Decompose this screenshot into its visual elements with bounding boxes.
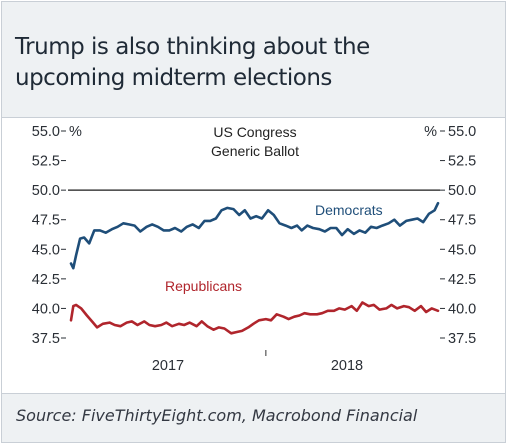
y-tick-label-left: 55.0 <box>32 124 60 140</box>
chart-svg: 55.0 55.0 52.5 52.5 50.0 50.0 47.5 47.5 45.0 45.0… <box>32 124 476 374</box>
source-note: Source: FiveThirtyEight.com, Macrobond F… <box>16 406 418 425</box>
y-tick-label-right: 52.5 <box>448 154 476 170</box>
y-tick-label-left: 52.5 <box>32 154 60 170</box>
chart-annotation-line: US Congress <box>213 124 296 140</box>
x-tick-label: 2018 <box>331 358 363 374</box>
y-tick-label-right: 40.0 <box>448 301 476 317</box>
right-unit-label: % <box>424 124 437 140</box>
y-tick-label-left: 42.5 <box>32 272 60 288</box>
y-tick-label-right: 50.0 <box>448 183 476 199</box>
y-tick-label-left: 40.0 <box>32 301 60 317</box>
series-label-democrats: Democrats <box>315 202 383 218</box>
y-tick-label-left: 50.0 <box>32 183 60 199</box>
y-tick-label-left: 45.0 <box>32 242 60 258</box>
y-tick-label-right: 42.5 <box>448 272 476 288</box>
y-tick-label-right: 45.0 <box>448 242 476 258</box>
y-tick-label-left: 37.5 <box>32 331 60 347</box>
x-tick-label: 2017 <box>152 358 184 374</box>
chart-labels: 55.0 55.0 52.5 52.5 50.0 50.0 47.5 47.5 45.0 45.0… <box>32 124 476 374</box>
series-label-republicans: Republicans <box>165 278 242 294</box>
plot-area <box>69 201 440 335</box>
y-tick-label-right: 37.5 <box>448 331 476 347</box>
y-tick-label-right: 55.0 <box>448 124 476 140</box>
source-panel: Source: FiveThirtyEight.com, Macrobond F… <box>2 393 505 442</box>
chart-annotation-line: Generic Ballot <box>211 143 299 159</box>
title-panel: Trump is also thinking about the upcomin… <box>2 2 505 118</box>
y-tick-label-right: 47.5 <box>448 213 476 229</box>
left-unit-label: % <box>69 124 82 140</box>
series-line-republicans <box>69 301 440 335</box>
chart-title: Trump is also thinking about the upcomin… <box>15 34 370 91</box>
series-line-democrats <box>69 201 440 270</box>
y-tick-label-left: 47.5 <box>32 213 60 229</box>
axes <box>61 130 445 356</box>
